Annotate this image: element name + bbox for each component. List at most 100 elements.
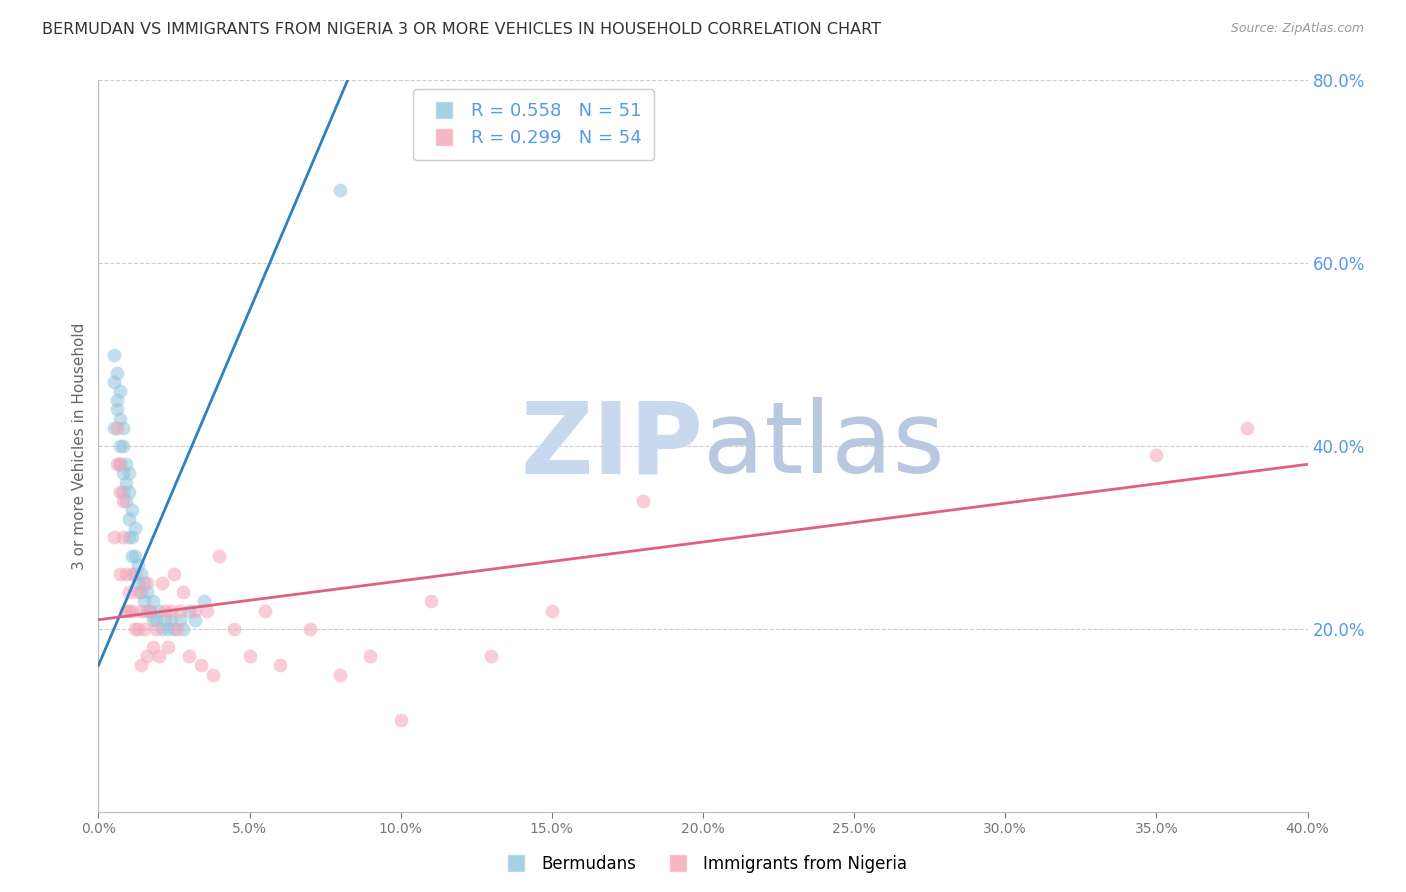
Point [195, 603, 218, 617]
Point [540, 603, 562, 617]
Point [224, 622, 246, 636]
Point [114, 475, 136, 490]
Point [129, 585, 152, 599]
Point [105, 457, 128, 471]
Point [160, 603, 183, 617]
Legend: R = 0.558   N = 51, R = 0.299   N = 54: R = 0.558 N = 51, R = 0.299 N = 54 [413, 89, 654, 160]
Point [111, 530, 134, 544]
Point [169, 603, 191, 617]
Point [105, 421, 128, 435]
Point [163, 622, 186, 636]
Point [118, 484, 141, 499]
Point [121, 567, 143, 582]
Point [172, 585, 194, 599]
Point [111, 484, 134, 499]
Point [129, 567, 152, 582]
Point [299, 622, 322, 636]
Point [329, 183, 352, 197]
Point [121, 549, 143, 563]
Point [108, 411, 131, 425]
Point [114, 494, 136, 508]
Point [179, 603, 201, 617]
Point [132, 594, 155, 608]
Point [208, 549, 231, 563]
Point [145, 622, 167, 636]
Point [103, 421, 125, 435]
Point [389, 714, 412, 728]
Point [111, 494, 134, 508]
Point [142, 640, 165, 655]
Point [150, 622, 173, 636]
Point [135, 603, 157, 617]
Point [153, 613, 176, 627]
Point [148, 603, 170, 617]
Point [172, 622, 194, 636]
Point [118, 585, 141, 599]
Y-axis label: 3 or more Vehicles in Household: 3 or more Vehicles in Household [72, 322, 87, 570]
Point [127, 622, 149, 636]
Point [108, 457, 131, 471]
Point [139, 603, 162, 617]
Point [135, 649, 157, 664]
Point [156, 622, 179, 636]
Point [108, 439, 131, 453]
Point [239, 649, 262, 664]
Point [420, 594, 443, 608]
Point [121, 503, 143, 517]
Point [135, 585, 157, 599]
Point [118, 603, 141, 617]
Point [184, 603, 207, 617]
Point [179, 649, 201, 664]
Point [329, 667, 352, 681]
Point [153, 603, 176, 617]
Point [103, 347, 125, 362]
Text: ZIP: ZIP [520, 398, 703, 494]
Point [145, 613, 167, 627]
Point [105, 366, 128, 380]
Point [111, 439, 134, 453]
Point [124, 549, 146, 563]
Point [163, 567, 186, 582]
Point [202, 667, 225, 681]
Text: atlas: atlas [703, 398, 945, 494]
Point [124, 622, 146, 636]
Point [150, 576, 173, 591]
Point [124, 521, 146, 535]
Point [160, 613, 183, 627]
Point [190, 658, 212, 673]
Point [124, 567, 146, 582]
Point [103, 375, 125, 389]
Point [108, 457, 131, 471]
Point [481, 649, 503, 664]
Point [121, 530, 143, 544]
Point [114, 603, 136, 617]
Point [127, 558, 149, 572]
Point [1236, 421, 1258, 435]
Point [127, 585, 149, 599]
Point [139, 603, 162, 617]
Point [105, 402, 128, 417]
Point [114, 567, 136, 582]
Point [142, 594, 165, 608]
Point [166, 622, 188, 636]
Point [105, 393, 128, 408]
Point [142, 613, 165, 627]
Point [118, 512, 141, 526]
Point [129, 658, 152, 673]
Legend: Bermudans, Immigrants from Nigeria: Bermudans, Immigrants from Nigeria [492, 848, 914, 880]
Point [118, 530, 141, 544]
Point [132, 622, 155, 636]
Point [631, 494, 654, 508]
Point [129, 603, 152, 617]
Point [127, 576, 149, 591]
Point [193, 594, 215, 608]
Point [103, 530, 125, 544]
Point [269, 658, 291, 673]
Point [108, 484, 131, 499]
Point [111, 421, 134, 435]
Point [108, 567, 131, 582]
Point [169, 613, 191, 627]
Point [156, 640, 179, 655]
Point [114, 457, 136, 471]
Text: Source: ZipAtlas.com: Source: ZipAtlas.com [1230, 22, 1364, 36]
